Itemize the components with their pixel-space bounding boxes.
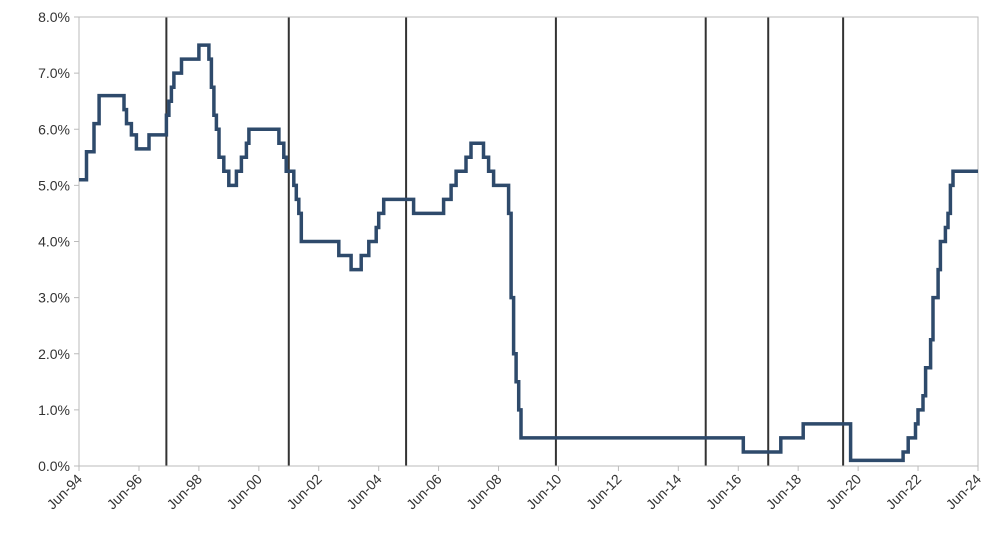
x-tick-label: Jun-18 [763,471,805,513]
y-tick-label: 8.0% [38,9,70,25]
y-tick-label: 4.0% [38,234,70,250]
y-tick-label: 3.0% [38,290,70,306]
y-tick-label: 2.0% [38,346,70,362]
y-tick-label: 7.0% [38,65,70,81]
x-tick-label: Jun-16 [703,471,745,513]
x-tick-label: Jun-10 [523,471,565,513]
x-tick-label: Jun-14 [643,471,685,513]
y-tick-label: 5.0% [38,177,70,193]
x-tick-label: Jun-12 [583,471,625,513]
x-tick-label: Jun-06 [403,471,445,513]
y-tick-label: 6.0% [38,121,70,137]
x-tick-label: Jun-98 [163,471,205,513]
x-tick-label: Jun-04 [343,471,385,513]
y-tick-labels: 0.0% 1.0% 2.0% 3.0% 4.0% 5.0% 6.0% 7.0% 8.0% [38,9,70,474]
x-tick-labels: Jun-94 Jun-96 Jun-98 Jun-00 Jun-02 Jun-04 Jun-… [44,471,985,513]
y-tick-label: 1.0% [38,402,70,418]
x-tick-label: Jun-00 [223,471,265,513]
y-tick-label: 0.0% [38,458,70,474]
series-line [79,43,978,463]
x-tick-label: Jun-02 [283,471,325,513]
x-tick-label: Jun-94 [44,471,86,513]
x-tick-label: Jun-08 [463,471,505,513]
x-tick-label: Jun-20 [823,471,865,513]
x-tick-label: Jun-22 [883,471,925,513]
series-layer [78,43,979,463]
vertical-markers [165,17,845,466]
x-tick-label: Jun-24 [943,471,985,513]
x-tick-label: Jun-96 [104,471,146,513]
axes [74,16,979,471]
